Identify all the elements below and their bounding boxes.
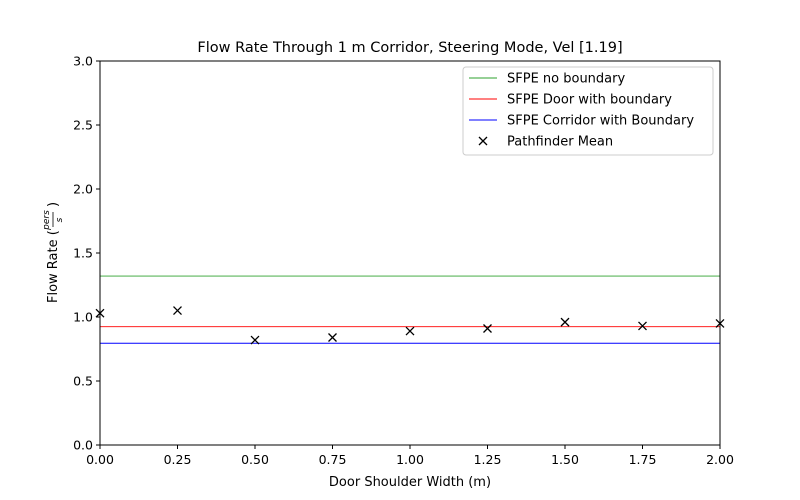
y-axis-label-den: s [55, 217, 65, 222]
legend-label-3: SFPE Corridor with Boundary [507, 114, 694, 129]
x-tick-label: 0.25 [164, 452, 192, 467]
y-tick-label: 2.5 [73, 118, 93, 133]
y-tick-label: 3.0 [73, 54, 93, 69]
legend-label-1: SFPE no boundary [507, 72, 625, 87]
legend: SFPE no boundary SFPE Door with boundary S… [462, 66, 714, 156]
x-tick-label: 0.00 [86, 452, 114, 467]
x-axis-label: Door Shoulder Width (m) [329, 475, 491, 490]
x-tick-label: 1.00 [396, 452, 424, 467]
data-point [483, 324, 492, 333]
legend-box [462, 66, 714, 156]
data-point [250, 335, 260, 345]
x-tick-label: 0.75 [319, 452, 347, 467]
plot-area [95, 275, 725, 345]
legend-label-2: SFPE Door with boundary [507, 93, 672, 108]
y-tick-label: 1.5 [73, 246, 93, 261]
legend-marker-x [478, 136, 488, 146]
y-axis: 0.0 0.5 1.0 1.5 2.0 2.5 3.0 [73, 54, 100, 453]
y-tick-label: 0.0 [73, 438, 93, 453]
data-point [405, 326, 415, 336]
x-axis: 0.00 0.25 0.50 0.75 1.00 1.25 1.50 1.75 2.00 [86, 445, 734, 467]
y-tick-label: 0.5 [73, 374, 93, 389]
data-point [560, 317, 570, 327]
chart-title: Flow Rate Through 1 m Corridor, Steering… [197, 40, 622, 56]
x-tick-label: 1.50 [551, 452, 579, 467]
x-tick-label: 0.50 [241, 452, 269, 467]
x-tick-label: 2.00 [706, 452, 734, 467]
data-point [173, 306, 182, 316]
data-point [328, 333, 337, 342]
y-axis-label-close: ) [46, 202, 61, 207]
y-axis-label-main: Flow Rate ( [46, 230, 61, 303]
y-tick-label: 2.0 [73, 182, 93, 197]
y-tick-label: 1.0 [73, 310, 93, 325]
data-point [638, 321, 647, 331]
y-axis-label-num: pers [42, 210, 52, 231]
y-axis-label: Flow Rate ( pers s ) [42, 202, 65, 303]
legend-label-4: Pathfinder Mean [507, 135, 613, 150]
x-tick-label: 1.25 [474, 452, 502, 467]
x-tick-label: 1.75 [629, 452, 657, 467]
